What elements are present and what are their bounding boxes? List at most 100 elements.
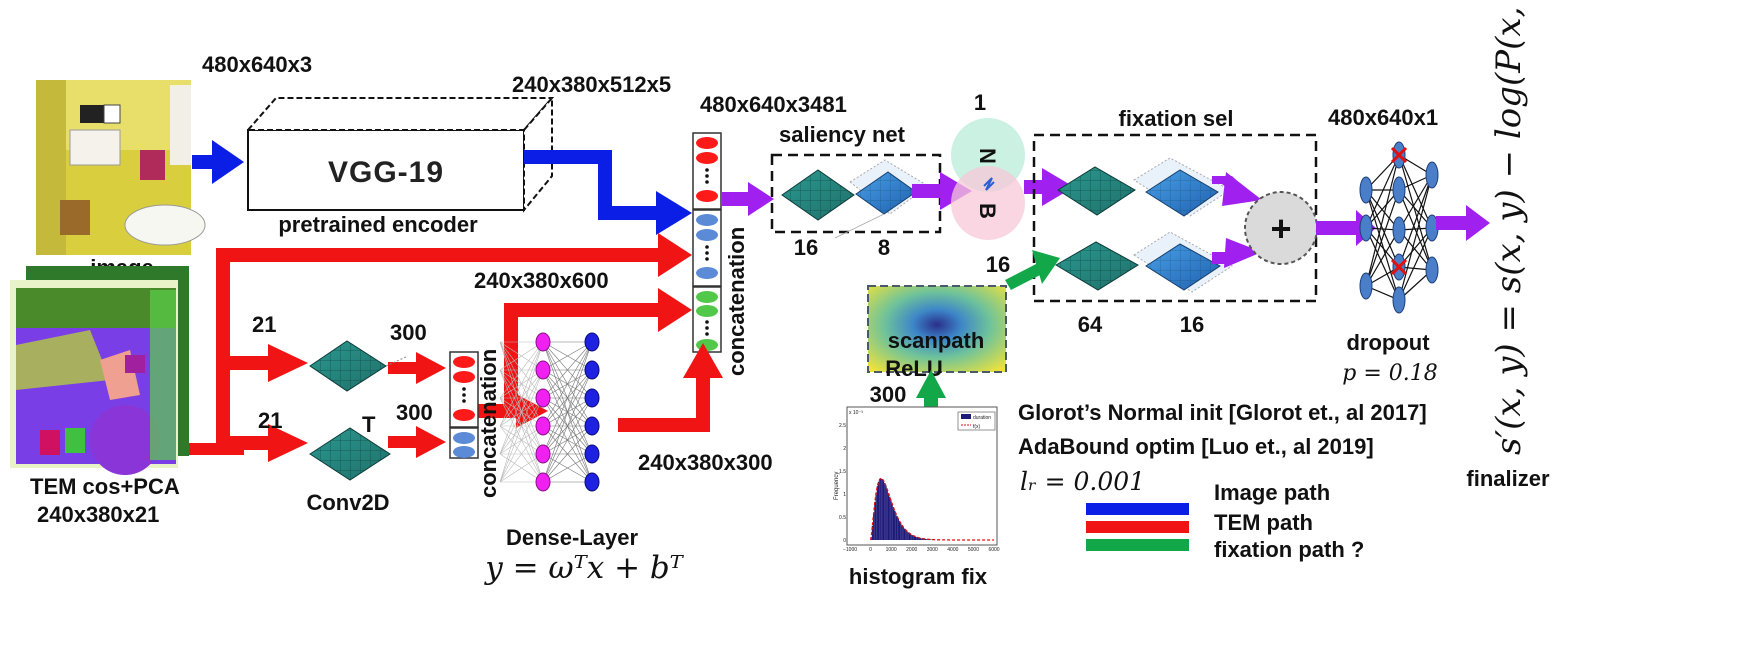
fixation-merge-arrows xyxy=(1212,172,1262,268)
histogram-bar xyxy=(891,503,893,540)
dropout-connection xyxy=(1398,174,1433,301)
legend-swatch-fixation xyxy=(1086,539,1189,551)
dropout-label: dropout xyxy=(1346,330,1430,355)
histogram-x-tick: 6000 xyxy=(988,547,999,553)
dense-node xyxy=(535,416,551,436)
histogram-bar xyxy=(885,486,887,540)
bn-bottom-letter: B xyxy=(975,203,1000,219)
histogram-legend-fx: f(x) xyxy=(973,424,981,430)
histogram-bar xyxy=(917,537,919,540)
vgg19-encoder xyxy=(245,95,555,213)
histogram-bar xyxy=(926,539,928,540)
dropout-connection xyxy=(1398,174,1433,231)
scanpath-dims: 300 xyxy=(870,382,907,407)
histogram-x-tick: −1000 xyxy=(843,547,857,553)
dense-connection xyxy=(499,341,544,427)
dropout-connection xyxy=(1398,154,1433,271)
path-legend xyxy=(1086,503,1189,551)
histogram-bar xyxy=(875,492,877,540)
histogram-bar xyxy=(884,483,886,540)
dense-in-dims: 240x380x600 xyxy=(474,268,609,293)
histogram-y-tick: 2.5 xyxy=(839,423,846,429)
histogram-y-tick: 1 xyxy=(843,492,846,498)
vgg19-title: VGG-19 xyxy=(328,156,444,189)
fixation-conv-top-a xyxy=(1057,166,1136,216)
tem-label: TEM cos+PCA xyxy=(30,474,180,499)
saliency-filters-b: 8 xyxy=(878,235,890,260)
dense-connection xyxy=(542,341,593,427)
histogram-bar xyxy=(877,481,880,540)
histogram-bar xyxy=(889,496,891,540)
saliency-conv-a xyxy=(781,169,855,221)
histogram-bar xyxy=(918,537,920,540)
dense-node xyxy=(584,360,600,380)
tem-channels-top: 21 xyxy=(252,312,276,337)
dropout-node xyxy=(1359,176,1373,204)
dropout-node xyxy=(1392,286,1406,314)
histogram-y-tick: 1.5 xyxy=(839,469,846,475)
tem-channels-bottom: 21 xyxy=(258,408,282,433)
histogram-bar xyxy=(879,479,881,540)
histogram-bar xyxy=(903,528,906,540)
histogram-bar xyxy=(897,518,899,540)
histogram-bar xyxy=(880,478,882,540)
histogram-scale-mark: x 10⁻³ xyxy=(849,410,863,416)
histogram-x-tick: 3000 xyxy=(927,547,938,553)
dense-connection xyxy=(542,369,593,483)
dense-node xyxy=(584,444,600,464)
dense-node xyxy=(584,388,600,408)
dense-node xyxy=(584,416,600,436)
dense-node xyxy=(584,332,600,352)
legend-swatch-image xyxy=(1086,503,1189,515)
dropout-node xyxy=(1392,176,1406,204)
fixation-conv-top-b xyxy=(1133,157,1231,217)
encoder-output-dims: 240x380x512x5 xyxy=(512,72,671,97)
dropout-connection xyxy=(1398,189,1433,271)
init-note: Glorot’s Normal init [Glorot et., al 201… xyxy=(1018,400,1427,425)
bn-channels: 1 xyxy=(974,90,986,115)
dense-connection xyxy=(542,425,593,483)
input-image xyxy=(36,80,206,255)
histogram-bar xyxy=(929,539,932,540)
flow-arrow-5 xyxy=(1436,205,1490,241)
conv-out-top: 300 xyxy=(390,320,427,345)
dropout-connection xyxy=(1365,227,1400,301)
image-path-arrow-1 xyxy=(192,140,244,184)
main-concat-label: concatenation xyxy=(724,227,749,376)
histogram-bar xyxy=(916,537,918,540)
dense-connection xyxy=(542,397,593,483)
saliency-net-title: saliency net xyxy=(779,122,906,147)
dense-node xyxy=(535,444,551,464)
histogram-y-tick: 0.5 xyxy=(839,515,846,521)
histogram-bar xyxy=(905,529,907,540)
dropout-connection xyxy=(1365,189,1400,287)
dense-out-dims: 240x380x300 xyxy=(638,450,773,475)
histogram-bar xyxy=(924,538,927,540)
fixation-input-channels: 16 xyxy=(986,252,1010,277)
merge-plus-sign: + xyxy=(1270,208,1291,249)
legend-label-tem: TEM path xyxy=(1214,510,1313,535)
dense-node xyxy=(535,360,551,380)
histogram-legend-duration: duration xyxy=(973,415,991,421)
histogram-x-tick: 1000 xyxy=(886,547,897,553)
main-concat-dims: 480x640x3481 xyxy=(700,92,847,117)
conv-out-bottom: 300 xyxy=(396,400,433,425)
dense-layer-label: Dense-Layer xyxy=(506,525,639,550)
histogram-bar xyxy=(892,507,895,540)
saliency-conv-b xyxy=(834,159,929,239)
histogram-bar xyxy=(902,527,904,540)
dense-connection xyxy=(542,341,593,371)
tem-dims: 240x380x21 xyxy=(37,502,159,527)
tem-conv-bottom xyxy=(309,427,391,481)
encoder-caption: pretrained encoder xyxy=(278,212,478,237)
tem-concat-column xyxy=(449,351,479,459)
tem-conv-top xyxy=(309,340,409,392)
dense-node xyxy=(535,472,551,492)
dropout-connection xyxy=(1365,154,1400,287)
histogram-bar xyxy=(890,500,892,540)
flow-arrow-1 xyxy=(722,182,774,216)
scanpath-label-1: scanpath xyxy=(888,328,985,353)
dense-connection xyxy=(499,341,544,455)
dropout-connection xyxy=(1398,154,1433,229)
histogram-bar xyxy=(911,534,913,540)
